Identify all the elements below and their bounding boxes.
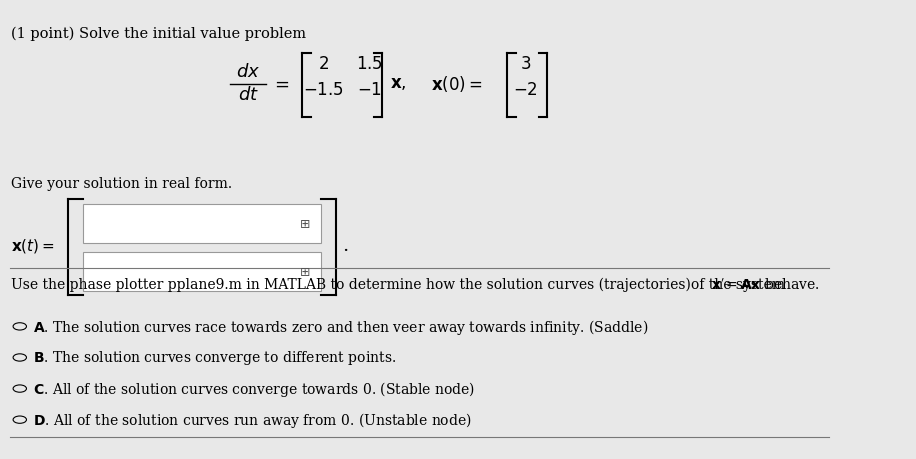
Text: $dx$: $dx$ xyxy=(236,63,260,81)
Text: $-2$: $-2$ xyxy=(513,82,539,99)
Text: ⊞: ⊞ xyxy=(300,265,311,278)
Text: $\mathbf{x},$: $\mathbf{x},$ xyxy=(390,75,407,92)
Text: Use the phase plotter pplane9.m in MATLAB to determine how the solution curves (: Use the phase plotter pplane9.m in MATLA… xyxy=(11,277,790,292)
Text: $3$: $3$ xyxy=(520,56,531,73)
FancyBboxPatch shape xyxy=(83,204,321,243)
Text: $\mathbf{x}(0) =$: $\mathbf{x}(0) =$ xyxy=(431,73,483,94)
Text: ⊞: ⊞ xyxy=(300,217,311,230)
Text: $-1$: $-1$ xyxy=(357,82,382,99)
Text: $dt$: $dt$ xyxy=(237,86,258,104)
Text: $\mathbf{C}$. All of the solution curves converge towards 0. (Stable node): $\mathbf{C}$. All of the solution curves… xyxy=(33,379,475,398)
Text: $=$: $=$ xyxy=(270,74,289,92)
Text: $\mathbf{A}$. The solution curves race towards zero and then veer away towards i: $\mathbf{A}$. The solution curves race t… xyxy=(33,317,649,336)
Text: $\mathbf{x'} = \mathbf{A}$$\mathbf{x}$ behave.: $\mathbf{x'} = \mathbf{A}$$\mathbf{x}$ b… xyxy=(711,277,819,292)
Text: $-1.5$: $-1.5$ xyxy=(303,82,344,99)
Text: $1.5$: $1.5$ xyxy=(355,56,383,73)
Text: $\mathbf{B}$. The solution curves converge to different points.: $\mathbf{B}$. The solution curves conver… xyxy=(33,349,397,367)
Text: .: . xyxy=(343,236,349,254)
Text: $\mathbf{D}$. All of the solution curves run away from 0. (Unstable node): $\mathbf{D}$. All of the solution curves… xyxy=(33,410,472,429)
Text: $\mathbf{x}(t) =$: $\mathbf{x}(t) =$ xyxy=(11,236,55,254)
Text: Give your solution in real form.: Give your solution in real form. xyxy=(11,177,233,191)
FancyBboxPatch shape xyxy=(83,252,321,291)
Text: (1 point) Solve the initial value problem: (1 point) Solve the initial value proble… xyxy=(11,27,307,41)
Text: $2$: $2$ xyxy=(318,56,329,73)
